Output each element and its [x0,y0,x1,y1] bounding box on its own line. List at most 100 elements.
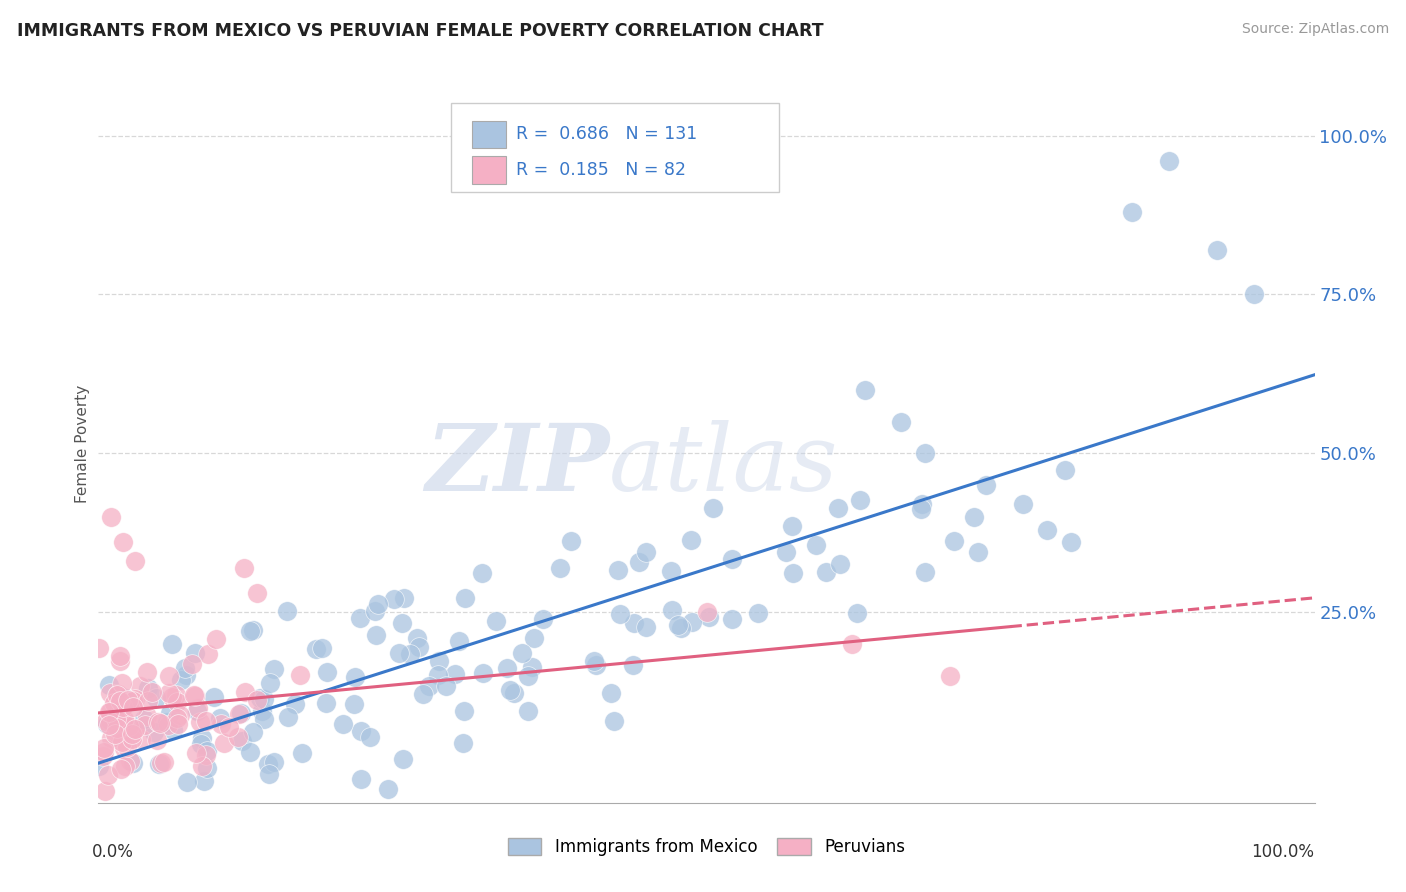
Point [517,669,540,683]
Point [239,745,262,759]
Point [146,732,169,747]
Point [183,688,205,702]
Point [104,727,127,741]
Point [235,685,257,699]
Point [136,708,159,723]
Point [93,741,115,756]
Point [242,624,264,638]
Point [1011,497,1033,511]
Point [135,665,157,679]
Point [853,383,876,397]
Point [173,661,195,675]
Point [148,756,170,771]
Point [195,747,218,762]
Point [806,538,828,552]
Point [132,712,155,726]
FancyBboxPatch shape [451,103,779,193]
Point [150,756,173,770]
Point [208,711,231,725]
Point [253,712,276,726]
Point [263,755,285,769]
Point [392,591,415,605]
Point [128,679,150,693]
Point [169,673,191,688]
Point [291,746,314,760]
Point [471,566,494,580]
Point [600,686,623,700]
Point [1060,535,1083,549]
Point [184,690,207,704]
Point [115,695,138,709]
Point [453,704,475,718]
Point [350,724,373,739]
Point [288,667,311,681]
Point [405,631,427,645]
Point [659,564,682,578]
Text: atlas: atlas [609,420,839,510]
Point [183,646,205,660]
Point [160,637,183,651]
Point [451,736,474,750]
Point [97,678,120,692]
Point [89,759,111,773]
Point [408,640,430,655]
Point [153,755,176,769]
Point [209,717,232,731]
Point [159,706,181,720]
Point [914,446,936,460]
Point [145,691,167,706]
Point [1206,243,1229,257]
Point [110,649,132,664]
Point [250,704,273,718]
Point [721,612,744,626]
Point [110,703,132,717]
Point [967,544,990,558]
Point [548,561,571,575]
Point [845,606,868,620]
Y-axis label: Female Poverty: Female Poverty [75,384,90,503]
Point [364,604,387,618]
Point [157,668,180,682]
Point [104,712,127,726]
Point [782,566,804,580]
Point [681,615,703,629]
Point [1036,523,1059,537]
Point [91,749,114,764]
Point [190,731,212,745]
Point [141,685,163,699]
Point [187,701,209,715]
Point [427,654,450,668]
Point [197,648,219,662]
Point [623,615,645,630]
Point [195,760,218,774]
Point [181,657,204,671]
Point [226,730,249,744]
Point [93,745,115,759]
Point [890,415,912,429]
Point [218,720,240,734]
Point [418,680,440,694]
Text: R =  0.686   N = 131: R = 0.686 N = 131 [516,126,697,144]
Point [911,498,934,512]
Point [332,716,354,731]
Point [142,724,165,739]
Point [697,610,720,624]
Point [231,734,253,748]
Point [582,654,605,668]
Point [184,746,207,760]
Point [747,606,769,620]
Point [97,768,120,782]
Point [775,545,797,559]
Point [606,563,628,577]
Point [391,752,413,766]
Point [112,712,135,726]
Point [124,554,146,568]
Point [193,773,215,788]
Point [377,781,399,796]
Point [343,697,366,711]
Point [246,693,269,707]
Point [364,628,387,642]
Point [98,705,121,719]
Point [195,744,218,758]
Point [399,647,422,661]
